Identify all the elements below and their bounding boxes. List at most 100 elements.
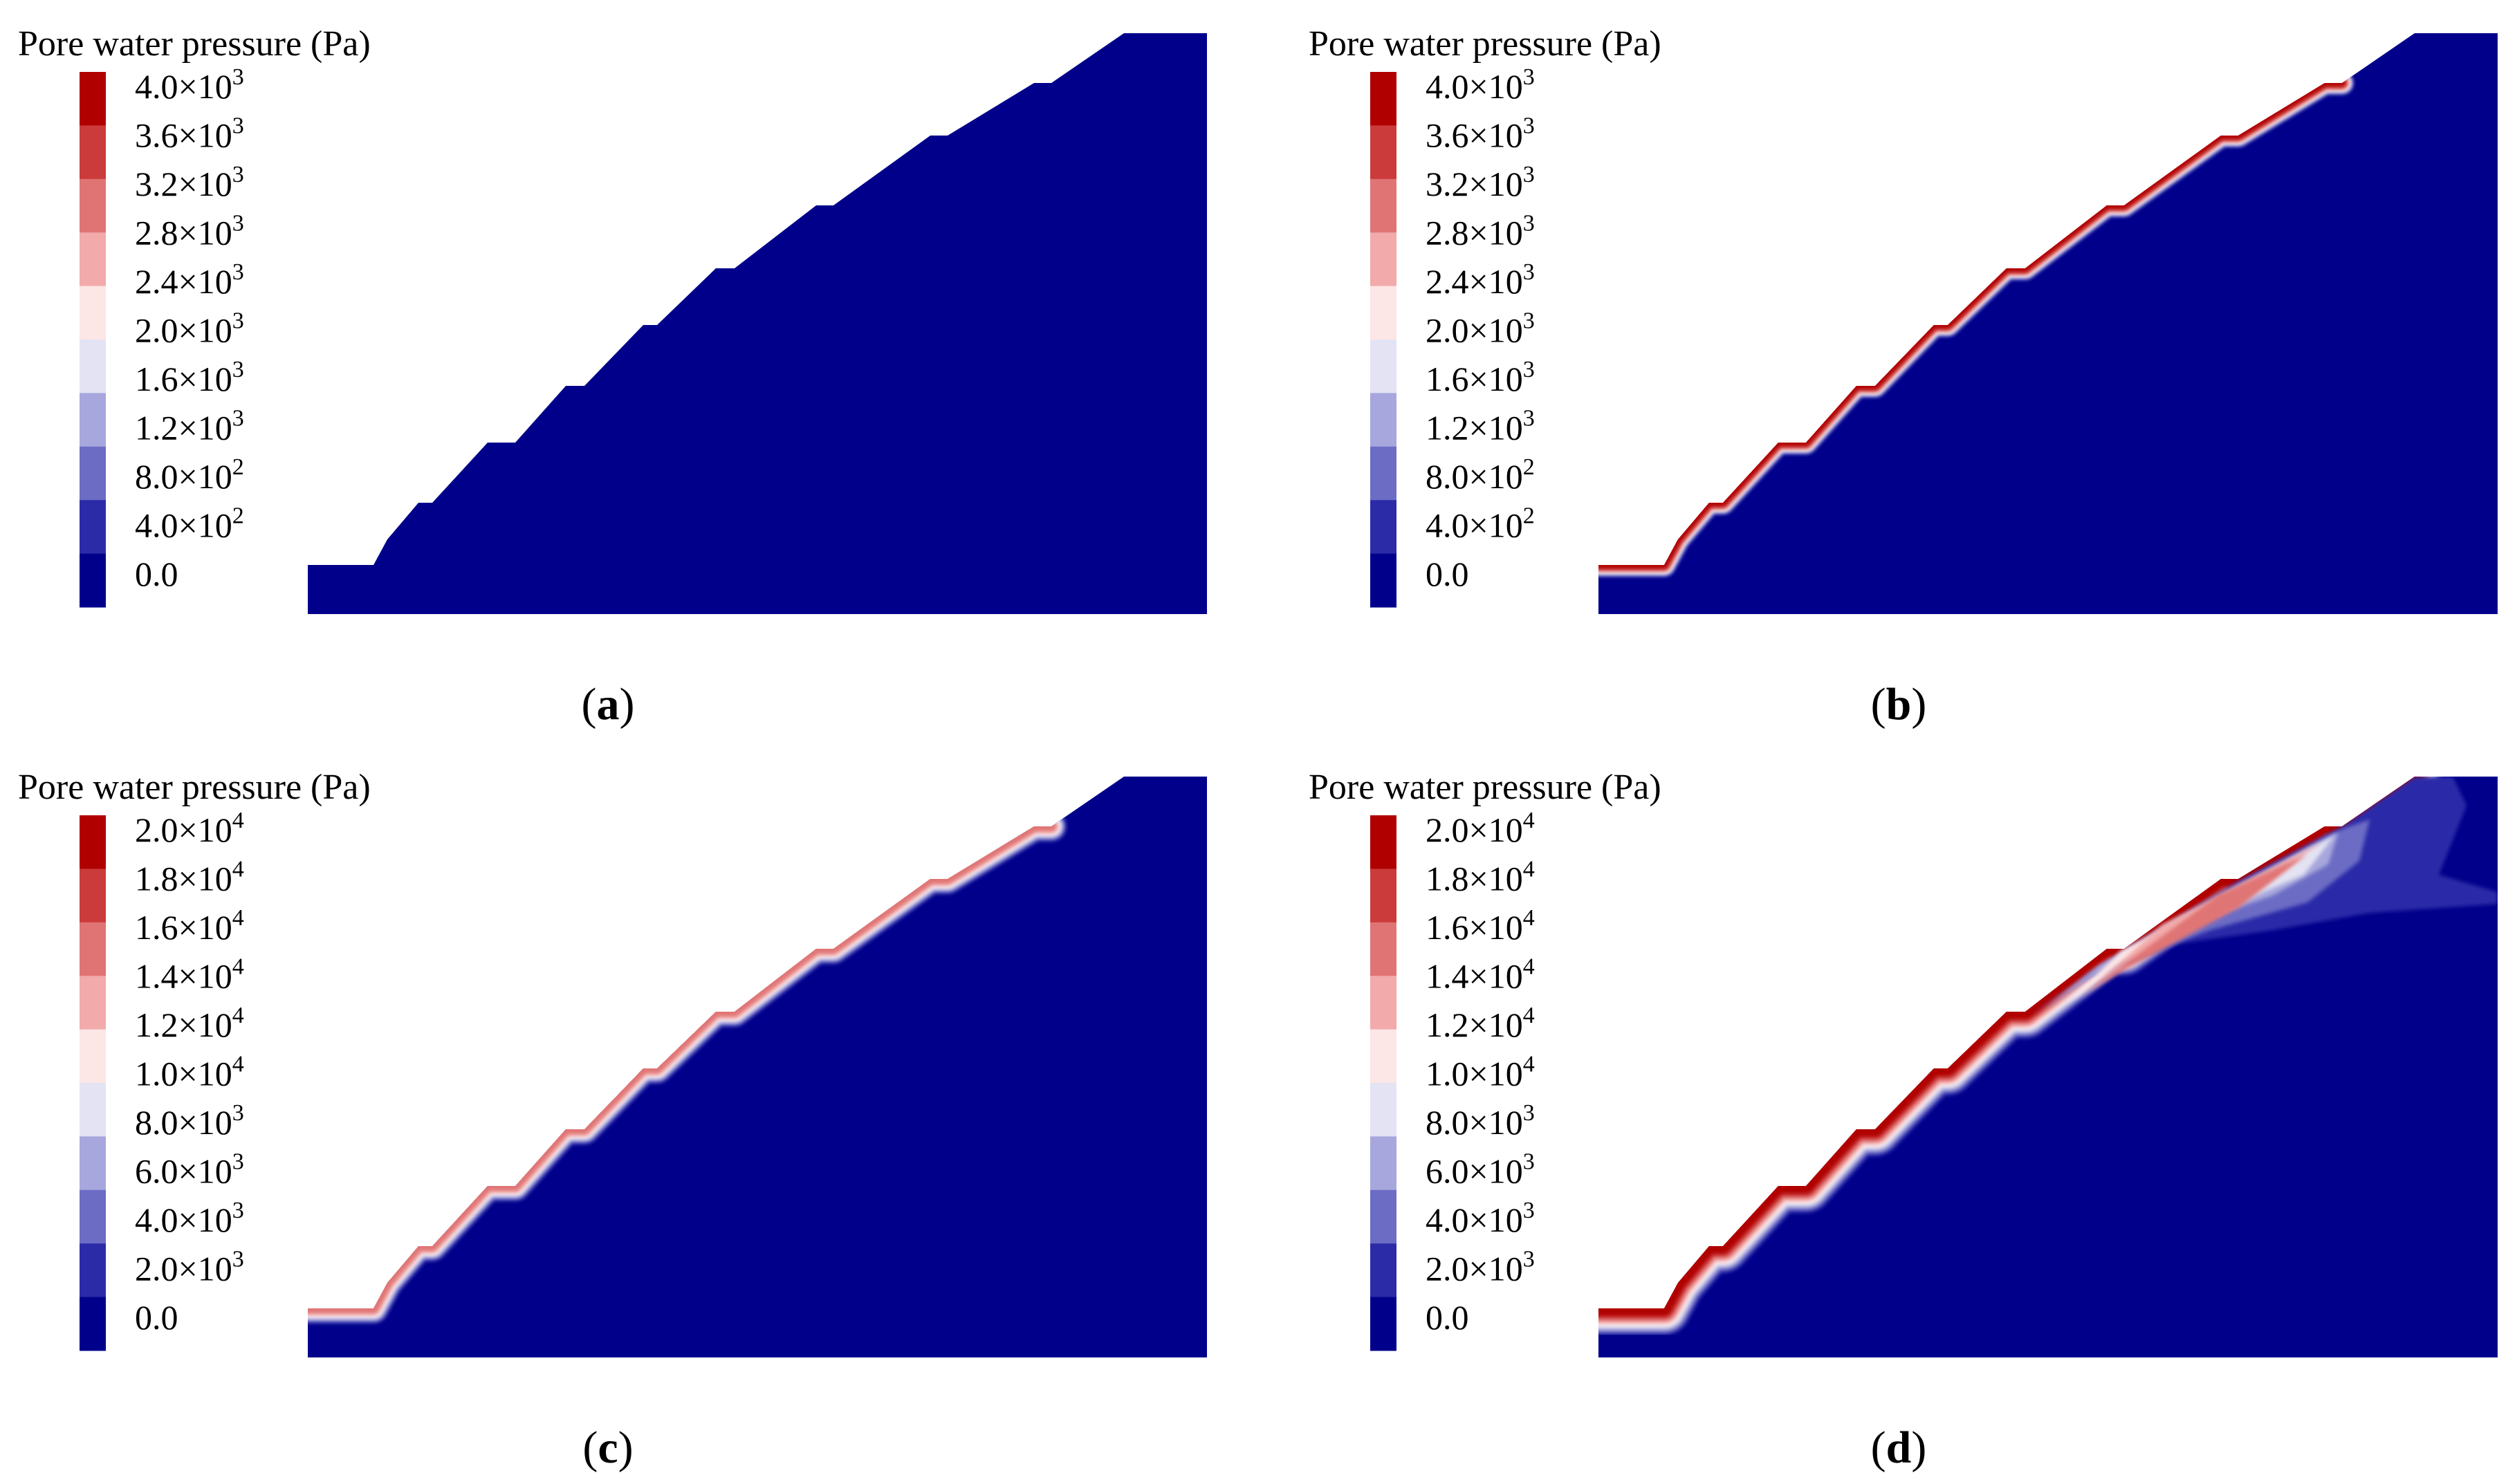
colorbar-tick-label: 6.0×103: [1426, 1149, 1535, 1191]
colorbar: [80, 72, 106, 608]
slope-body: [1598, 33, 2498, 614]
colorbar-band-4: [1370, 1083, 1396, 1137]
wetting-contour-9: [1598, 80, 2345, 568]
colorbar-tick-label: 3.2×103: [1426, 162, 1535, 203]
colorbar-band-8: [80, 125, 106, 180]
colorbar-tick-label: 1.8×104: [1426, 857, 1535, 898]
colorbar-title: Pore water pressure (Pa): [1309, 768, 1661, 807]
colorbar-band-5: [80, 1029, 106, 1084]
wetting-contour-7: [308, 822, 1056, 1313]
colorbar-tick-label: 2.8×103: [135, 211, 244, 252]
colorbar: [1370, 72, 1396, 608]
colorbar-tick-label: 1.6×103: [135, 357, 244, 398]
colorbar-tick-label: 8.0×102: [135, 454, 244, 496]
colorbar: [80, 815, 106, 1351]
colorbar-band-5: [80, 286, 106, 340]
colorbar-tick-label: 1.6×103: [1426, 357, 1535, 398]
colorbar-band-0: [80, 1297, 106, 1351]
colorbar-band-1: [80, 1243, 106, 1298]
panel-b: Pore water pressure (Pa) 4.0×103 3.6×103 3…: [1309, 24, 2498, 730]
colorbar-tick-label: 0.0: [135, 555, 178, 593]
colorbar-band-4: [1370, 340, 1396, 393]
wetting-front: [308, 809, 1069, 1326]
colorbar-tick-label: 4.0×103: [135, 64, 244, 106]
colorbar-band-8: [80, 869, 106, 923]
wetting-front: [1598, 70, 2355, 578]
colorbar-tick-labels: 4.0×103 3.6×103 3.2×103 2.8×103 2.4×103 2.0×1…: [135, 64, 244, 593]
slope-body: [308, 777, 1207, 1357]
colorbar-tick-label: 1.0×104: [1426, 1052, 1535, 1093]
colorbar-tick-label: 0.0: [1426, 1298, 1469, 1337]
colorbar-tick-label: 2.4×103: [1426, 259, 1535, 301]
colorbar-tick-label: 2.0×103: [1426, 1247, 1535, 1288]
colorbar-band-4: [80, 1083, 106, 1137]
colorbar-band-7: [1370, 922, 1396, 976]
colorbar-tick-label: 6.0×103: [135, 1149, 244, 1191]
colorbar-tick-label: 2.0×104: [1426, 808, 1535, 849]
plume-contour-6: [2086, 854, 2307, 992]
colorbar-band-3: [80, 1136, 106, 1191]
colorbar-tick-label: 4.0×103: [1426, 64, 1535, 106]
colorbar-tick-label: 1.8×104: [135, 857, 244, 898]
colorbar-band-2: [80, 1189, 106, 1244]
colorbar-band-1: [80, 500, 106, 555]
colorbar-tick-label: 2.8×103: [1426, 211, 1535, 252]
colorbar-tick-label: 8.0×103: [135, 1100, 244, 1142]
colorbar-tick-label: 2.4×103: [135, 259, 244, 301]
wetting-front: [1598, 777, 2444, 1338]
colorbar-tick-label: 1.6×104: [135, 905, 244, 947]
colorbar-band-7: [80, 178, 106, 233]
colorbar: [1370, 815, 1396, 1351]
colorbar-tick-label: 4.0×103: [1426, 1198, 1535, 1239]
colorbar-band-3: [1370, 1136, 1396, 1191]
panel-c: Pore water pressure (Pa) 2.0×104 1.8×104 1…: [18, 768, 1207, 1473]
colorbar-tick-label: 1.0×104: [135, 1052, 244, 1093]
colorbar-tick-label: 8.0×102: [1426, 454, 1535, 496]
colorbar-band-8: [1370, 125, 1396, 180]
colorbar-band-2: [80, 446, 106, 501]
colorbar-tick-labels: 2.0×104 1.8×104 1.6×104 1.4×104 1.2×104 1.0×1…: [1426, 808, 1535, 1337]
panel-label: (a): [582, 679, 635, 730]
colorbar-title: Pore water pressure (Pa): [1309, 24, 1661, 64]
colorbar-band-9: [1370, 72, 1396, 126]
slope-body: [308, 33, 1207, 614]
colorbar-band-0: [1370, 553, 1396, 608]
colorbar-tick-label: 2.0×103: [135, 308, 244, 350]
colorbar-tick-label: 1.2×104: [135, 1003, 244, 1044]
colorbar-band-6: [1370, 232, 1396, 287]
slope-contour: [1598, 777, 2498, 1357]
colorbar-band-5: [1370, 286, 1396, 340]
colorbar-band-7: [80, 922, 106, 976]
colorbar-tick-label: 0.0: [135, 1298, 178, 1337]
colorbar-band-2: [1370, 446, 1396, 501]
colorbar-band-0: [80, 553, 106, 608]
colorbar-tick-label: 1.6×104: [1426, 905, 1535, 947]
colorbar-band-9: [80, 815, 106, 869]
colorbar-tick-label: 1.4×104: [1426, 954, 1535, 996]
colorbar-band-0: [1370, 1297, 1396, 1351]
slope-contour: [1598, 33, 2498, 614]
panel-label: (b): [1871, 679, 1927, 730]
colorbar-band-8: [1370, 869, 1396, 923]
colorbar-tick-label: 3.6×103: [1426, 113, 1535, 155]
wetting-contour-9: [1598, 777, 2422, 1316]
colorbar-title: Pore water pressure (Pa): [18, 768, 371, 807]
colorbar-band-6: [80, 232, 106, 287]
colorbar-tick-label: 1.2×103: [1426, 406, 1535, 447]
colorbar-tick-label: 1.2×103: [135, 406, 244, 447]
colorbar-band-6: [1370, 976, 1396, 1030]
colorbar-tick-label: 8.0×103: [1426, 1100, 1535, 1142]
colorbar-tick-label: 4.0×103: [135, 1198, 244, 1239]
colorbar-tick-labels: 4.0×103 3.6×103 3.2×103 2.8×103 2.4×103 2.0×1…: [1426, 64, 1535, 593]
colorbar-tick-label: 3.2×103: [135, 162, 244, 203]
panel-a: Pore water pressure (Pa) 4.0×103 3.6×103 3…: [18, 24, 1207, 730]
colorbar-band-1: [1370, 500, 1396, 555]
slope-contour: [308, 33, 1207, 614]
colorbar-tick-label: 1.2×104: [1426, 1003, 1535, 1044]
panel-d: Pore water pressure (Pa) 2.0×104 1.8×104 1…: [1309, 768, 2498, 1473]
colorbar-tick-label: 0.0: [1426, 555, 1469, 593]
colorbar-band-1: [1370, 1243, 1396, 1298]
colorbar-tick-label: 3.6×103: [135, 113, 244, 155]
colorbar-band-2: [1370, 1189, 1396, 1244]
colorbar-band-3: [80, 393, 106, 447]
